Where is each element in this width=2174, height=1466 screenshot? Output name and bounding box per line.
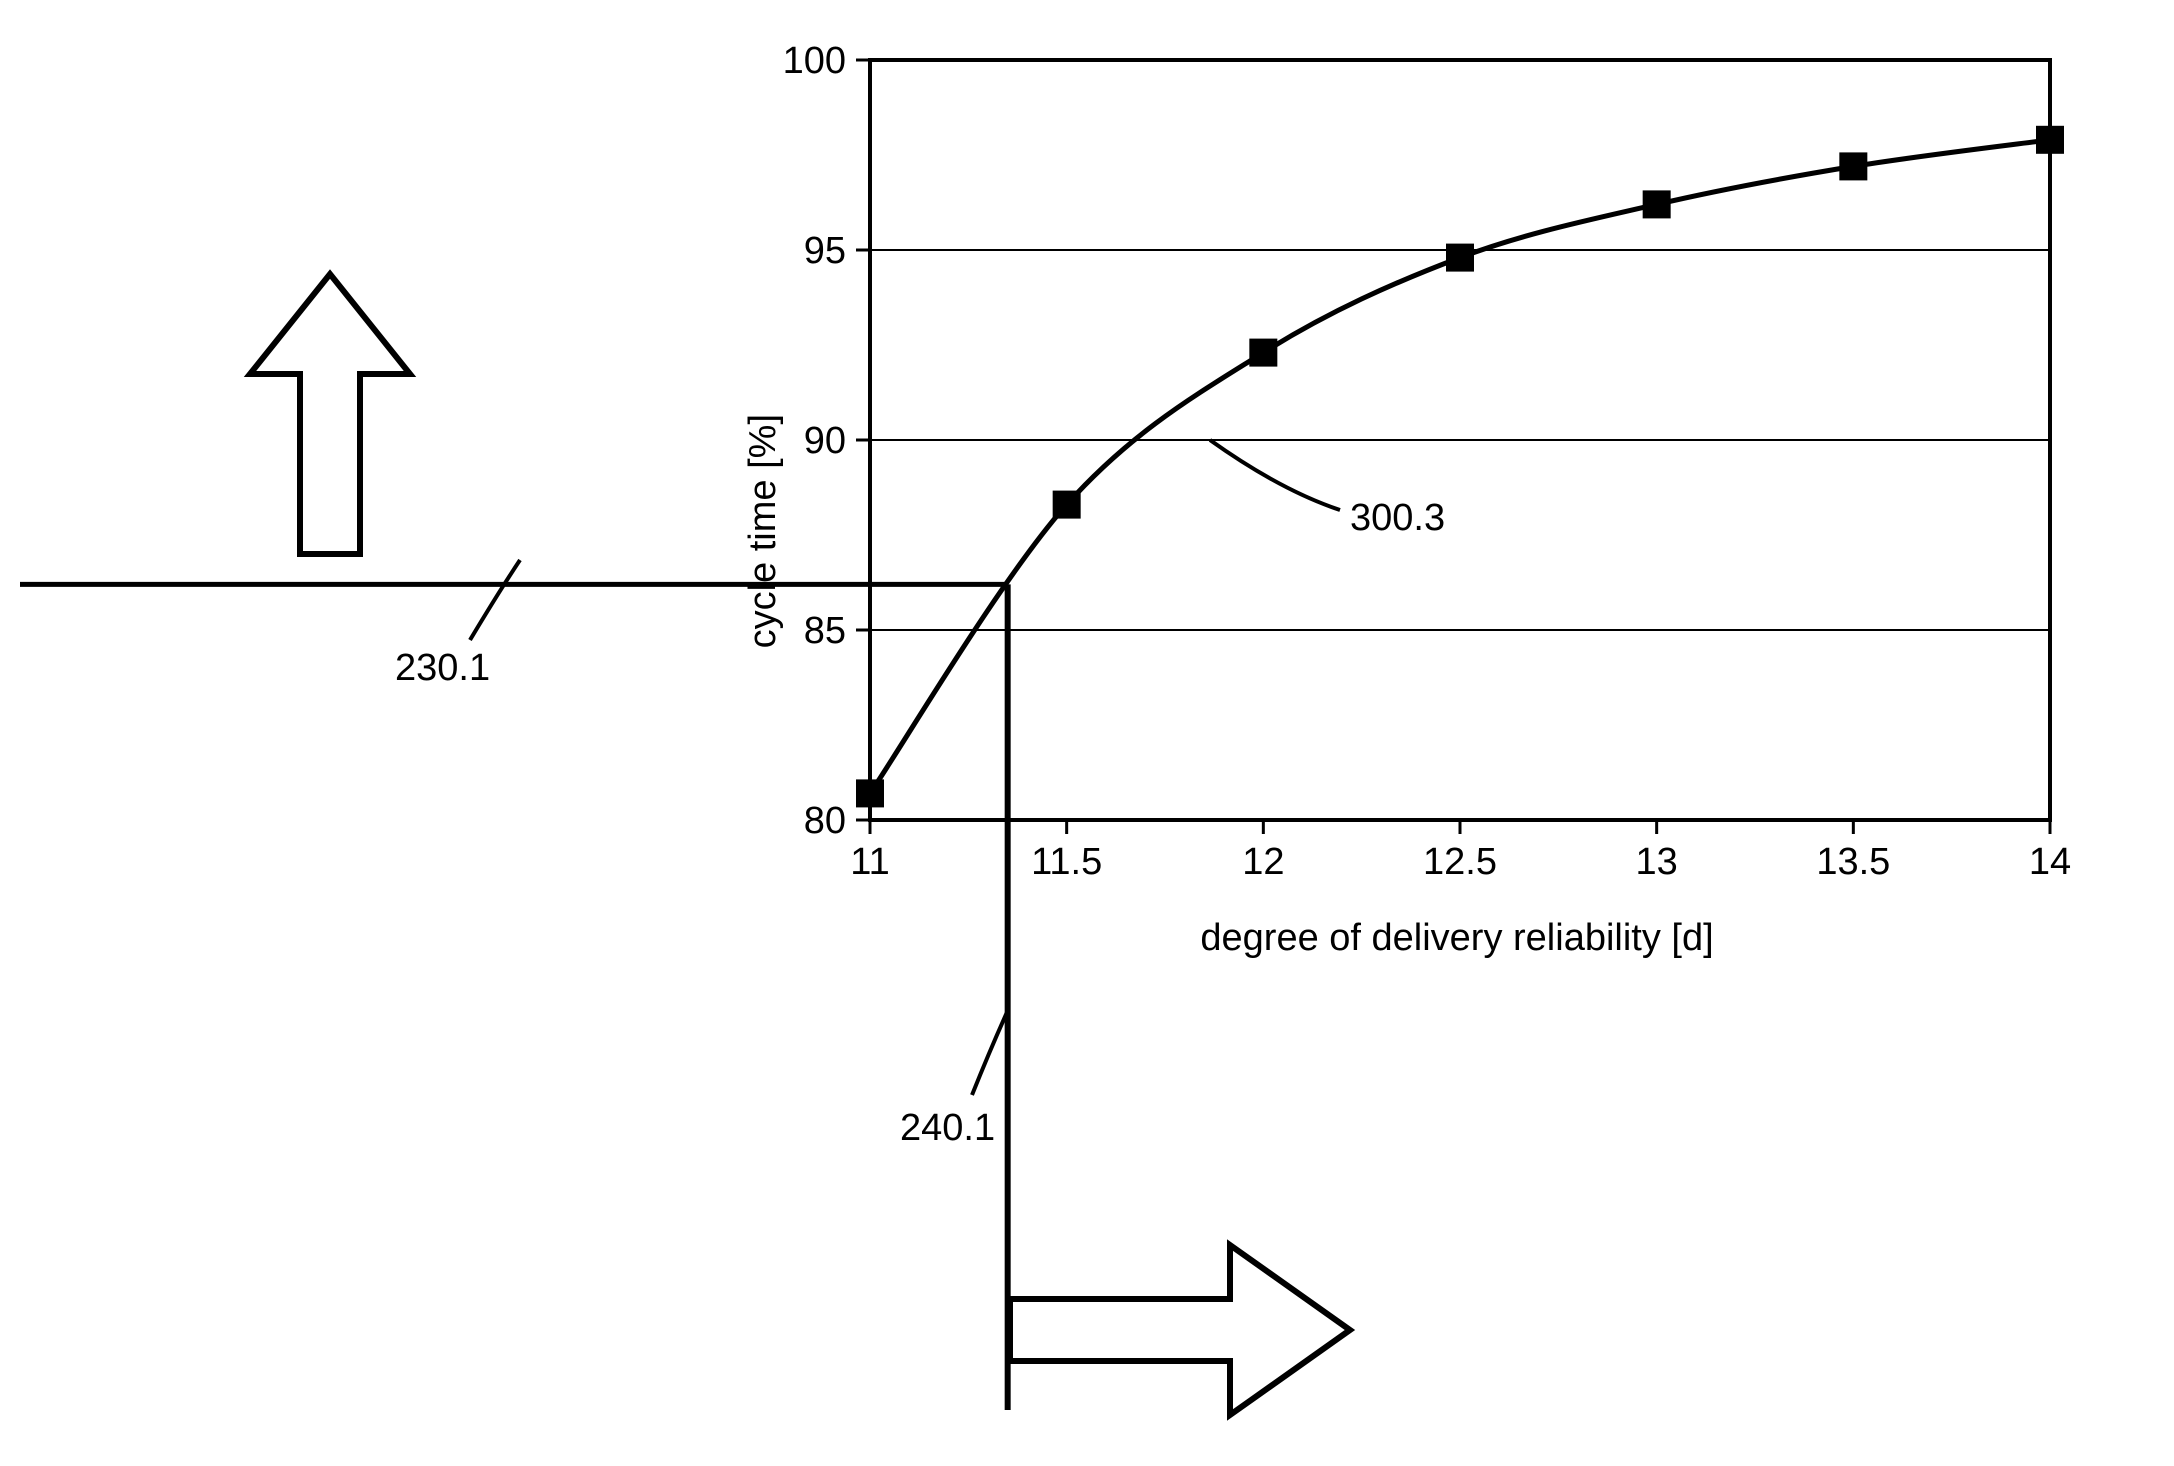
x-tick-label: 14 bbox=[2029, 841, 2071, 883]
annotation-leader bbox=[1210, 440, 1340, 510]
annotation-a300_3: 300.3 bbox=[1350, 497, 1445, 539]
x-tick-label: 13 bbox=[1636, 841, 1678, 883]
x-tick-label: 12 bbox=[1242, 841, 1284, 883]
annotation-leader bbox=[470, 560, 520, 640]
series-line bbox=[870, 140, 2050, 794]
annotation-a240_1: 240.1 bbox=[900, 1107, 995, 1149]
annotation-leader bbox=[972, 1010, 1008, 1095]
y-tick-label: 90 bbox=[804, 420, 846, 462]
x-tick-label: 12.5 bbox=[1423, 841, 1497, 883]
x-axis-label: degree of delivery reliability [d] bbox=[1200, 917, 1713, 959]
series-marker bbox=[1249, 339, 1277, 367]
x-tick-label: 11.5 bbox=[1031, 841, 1102, 883]
y-tick-label: 85 bbox=[804, 610, 846, 652]
annotation-a230_1: 230.1 bbox=[395, 647, 490, 689]
y-tick-label: 95 bbox=[804, 230, 846, 272]
y-axis-label: cycle time [%] bbox=[742, 414, 784, 648]
x-tick-label: 11 bbox=[850, 841, 889, 883]
series-marker bbox=[856, 779, 884, 807]
series-marker bbox=[1446, 244, 1474, 272]
series-marker bbox=[1839, 152, 1867, 180]
series-marker bbox=[2036, 126, 2064, 154]
y-tick-label: 100 bbox=[783, 40, 846, 82]
series-marker bbox=[1053, 491, 1081, 519]
y-tick-label: 80 bbox=[804, 800, 846, 842]
x-tick-label: 13.5 bbox=[1816, 841, 1890, 883]
series-marker bbox=[1643, 190, 1671, 218]
up-arrow-icon bbox=[250, 274, 410, 554]
right-arrow-icon bbox=[1010, 1245, 1350, 1415]
